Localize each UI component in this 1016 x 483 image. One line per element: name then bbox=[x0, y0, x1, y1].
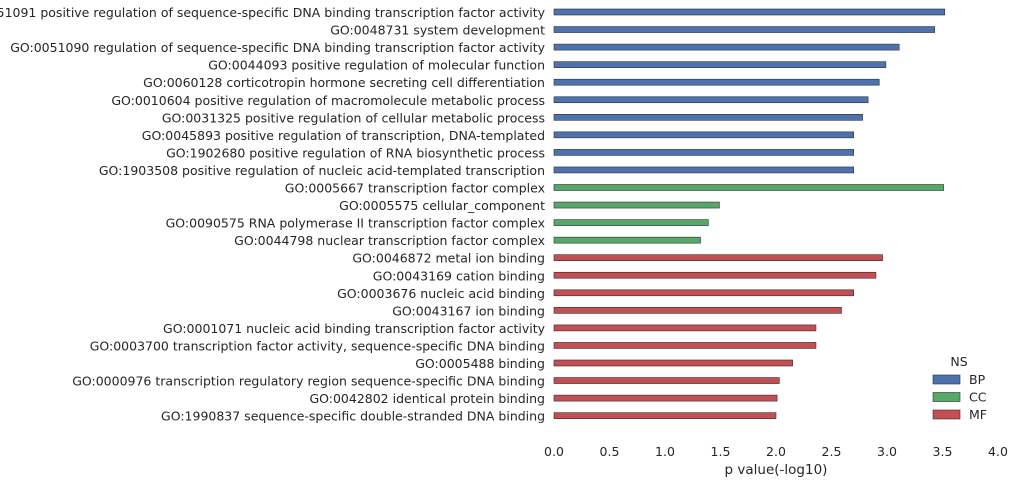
y-tick-label: GO:0048731 system development bbox=[330, 23, 545, 38]
bar-mf bbox=[553, 289, 855, 297]
y-tick-label: GO:0001071 nucleic acid binding transcri… bbox=[163, 321, 546, 336]
bar-mf bbox=[553, 412, 777, 419]
bar-bp bbox=[553, 149, 855, 156]
bar-cc bbox=[553, 201, 720, 209]
x-tick-label: 3.5 bbox=[933, 444, 953, 459]
y-tick-label: GO:0003676 nucleic acid binding bbox=[337, 286, 545, 301]
x-tick-label: 2.0 bbox=[766, 444, 786, 459]
y-tick-label: GO:0060128 corticotropin hormone secreti… bbox=[143, 75, 545, 90]
legend-items: BP CC MF bbox=[932, 372, 987, 422]
y-tick-label: GO:0003700 transcription factor activity… bbox=[90, 338, 545, 353]
bar-bp bbox=[553, 61, 887, 68]
bar-bp bbox=[553, 43, 900, 51]
y-tick-label: GO:0051090 regulation of sequence-specif… bbox=[10, 40, 545, 55]
y-tick-label: GO:0043169 cation binding bbox=[373, 268, 545, 283]
bar-bp bbox=[553, 26, 936, 33]
bar-bp bbox=[553, 131, 855, 139]
bar-bp bbox=[553, 166, 855, 174]
bar-mf bbox=[553, 394, 778, 402]
y-tick-label: GO:0045893 positive regulation of transc… bbox=[142, 128, 545, 143]
bar-cc bbox=[553, 219, 709, 226]
bars-layer bbox=[553, 8, 946, 419]
x-axis-label: p value(-log10) bbox=[725, 462, 828, 478]
y-tick-label: GO:1990837 sequence-specific double-stra… bbox=[161, 409, 545, 424]
bar-mf bbox=[553, 324, 817, 332]
y-tick-label: GO:0044093 positive regulation of molecu… bbox=[208, 58, 545, 73]
x-tick-labels: 0.0 0.5 1.0 1.5 2.0 2.5 3.0 3.5 4.0 bbox=[544, 444, 1008, 459]
x-tick-label: 0.0 bbox=[544, 444, 564, 459]
y-tick-label: GO:0042802 identical protein binding bbox=[309, 391, 545, 406]
x-tick-label: 1.5 bbox=[711, 444, 731, 459]
y-tick-label: GO:0051091 positive regulation of sequen… bbox=[0, 5, 546, 20]
bar-bp bbox=[553, 8, 946, 16]
x-tick-label: 2.5 bbox=[822, 444, 842, 459]
y-tick-label: GO:0000976 transcription regulatory regi… bbox=[72, 374, 545, 389]
bar-mf bbox=[553, 271, 877, 279]
legend-swatch-mf bbox=[932, 409, 961, 420]
y-tick-label: GO:1903508 positive regulation of nuclei… bbox=[99, 163, 545, 178]
legend: NS BP CC MF bbox=[932, 354, 987, 422]
bar-mf bbox=[553, 377, 780, 384]
bar-cc bbox=[553, 236, 701, 244]
legend-label-mf: MF bbox=[969, 407, 987, 422]
bar-bp bbox=[553, 96, 869, 104]
legend-label-cc: CC bbox=[969, 390, 987, 405]
y-tick-label: GO:0044798 nuclear transcription factor … bbox=[234, 233, 545, 248]
y-tick-label: GO:0005667 transcription factor complex bbox=[285, 181, 545, 196]
x-tick-label: 0.5 bbox=[600, 444, 620, 459]
legend-label-bp: BP bbox=[969, 372, 986, 387]
y-tick-label: GO:0043167 ion binding bbox=[392, 303, 545, 318]
y-tick-labels: GO:0051091 positive regulation of sequen… bbox=[0, 5, 546, 424]
y-tick-label: GO:1902680 positive regulation of RNA bi… bbox=[166, 145, 545, 160]
bar-mf bbox=[553, 359, 793, 367]
legend-title: NS bbox=[950, 354, 967, 369]
legend-swatch-cc bbox=[932, 392, 961, 402]
y-tick-label: GO:0031325 positive regulation of cellul… bbox=[162, 110, 545, 125]
y-tick-label: GO:0010604 positive regulation of macrom… bbox=[111, 93, 545, 108]
x-tick-label: 1.0 bbox=[655, 444, 675, 459]
bar-bp bbox=[553, 78, 880, 86]
bar-mf bbox=[553, 254, 883, 261]
y-tick-label: GO:0090575 RNA polymerase II transcripti… bbox=[166, 216, 545, 231]
y-tick-label: GO:0046872 metal ion binding bbox=[352, 251, 545, 266]
bar-cc bbox=[553, 184, 944, 191]
legend-swatch-bp bbox=[932, 374, 961, 385]
bar-bp bbox=[553, 114, 863, 121]
x-tick-label: 3.0 bbox=[877, 444, 897, 459]
x-tick-label: 4.0 bbox=[988, 444, 1008, 459]
y-tick-label: GO:0005575 cellular_component bbox=[339, 198, 545, 213]
bar-mf bbox=[553, 307, 842, 314]
y-tick-label: GO:0005488 binding bbox=[415, 356, 545, 371]
bar-mf bbox=[553, 342, 817, 349]
